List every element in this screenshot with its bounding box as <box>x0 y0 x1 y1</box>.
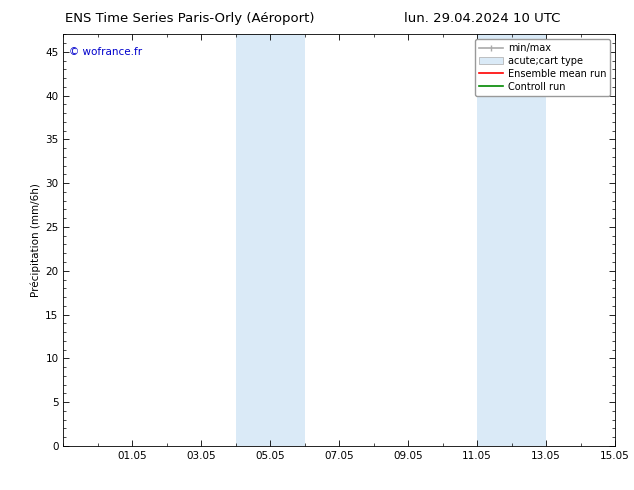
Bar <box>236 34 270 446</box>
Bar <box>512 34 546 446</box>
Text: © wofrance.fr: © wofrance.fr <box>69 47 142 57</box>
Text: lun. 29.04.2024 10 UTC: lun. 29.04.2024 10 UTC <box>404 12 560 25</box>
Legend: min/max, acute;cart type, Ensemble mean run, Controll run: min/max, acute;cart type, Ensemble mean … <box>475 39 610 96</box>
Text: ENS Time Series Paris-Orly (Aéroport): ENS Time Series Paris-Orly (Aéroport) <box>65 12 315 25</box>
Y-axis label: Précipitation (mm/6h): Précipitation (mm/6h) <box>30 183 41 297</box>
Bar <box>270 34 305 446</box>
Bar <box>477 34 512 446</box>
